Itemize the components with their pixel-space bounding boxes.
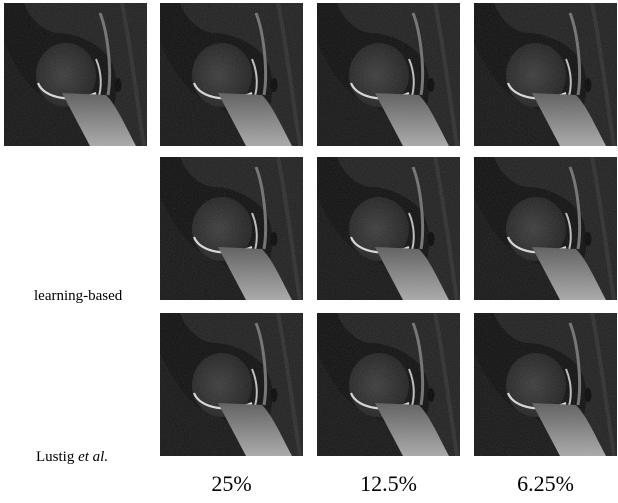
mri-image-top-reference [4,3,147,146]
mri-image-lustig-12.5 [317,313,460,456]
row-label-text: Lustig [36,449,79,465]
mri-slice-graphic [474,313,617,456]
mri-slice-graphic [474,157,617,300]
mri-slice-graphic [317,313,460,456]
mri-image-lustig-25 [160,313,303,456]
mri-image-learning-based-6.25 [474,157,617,300]
row-label-italic: et al. [78,449,109,465]
row-label-learning-based: learning-based [34,288,122,305]
mri-slice-graphic [474,3,617,146]
mri-image-top-12.5 [317,3,460,146]
row-label-lustig: Lustig et al. [36,449,108,466]
mri-image-learning-based-25 [160,157,303,300]
mri-slice-graphic [317,157,460,300]
column-label-12.5: 12.5% [360,471,417,496]
mri-slice-graphic [317,3,460,146]
mri-image-top-25 [160,3,303,146]
mri-image-lustig-6.25 [474,313,617,456]
mri-image-top-6.25 [474,3,617,146]
row-label-text: learning-based [34,288,123,304]
mri-slice-graphic [160,3,303,146]
mri-image-learning-based-12.5 [317,157,460,300]
mri-slice-graphic [160,157,303,300]
mri-slice-graphic [160,313,303,456]
column-label-25: 25% [211,471,252,496]
column-label-6.25: 6.25% [517,471,574,496]
mri-slice-graphic [4,3,147,146]
